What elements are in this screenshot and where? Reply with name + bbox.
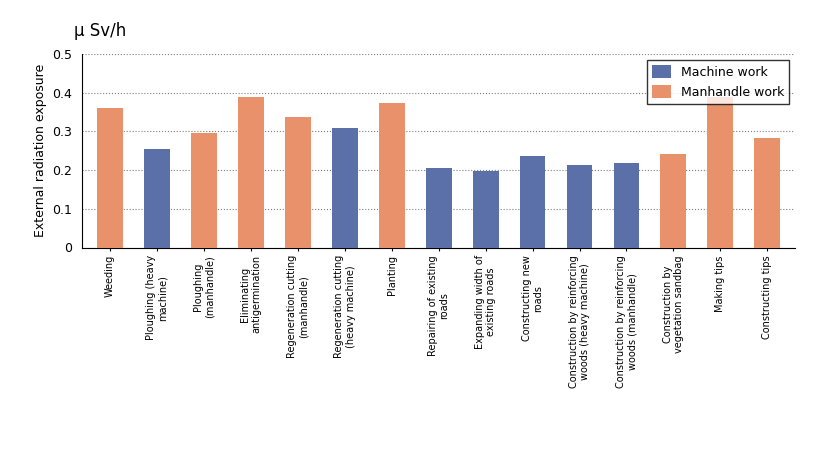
Bar <box>566 165 591 248</box>
Bar <box>472 171 498 248</box>
Bar <box>332 127 357 248</box>
Bar <box>191 133 217 248</box>
Bar <box>97 108 123 248</box>
Bar <box>238 97 264 248</box>
Bar <box>659 154 686 248</box>
Y-axis label: External radiation exposure: External radiation exposure <box>34 64 47 238</box>
Bar <box>144 149 170 248</box>
Bar <box>425 168 451 248</box>
Bar <box>613 163 639 248</box>
Bar <box>285 117 310 248</box>
Legend: Machine work, Manhandle work: Machine work, Manhandle work <box>646 60 788 104</box>
Bar <box>519 156 545 248</box>
Bar <box>753 138 779 248</box>
Bar <box>378 103 405 248</box>
Text: μ Sv/h: μ Sv/h <box>74 22 126 40</box>
Bar <box>707 97 732 248</box>
